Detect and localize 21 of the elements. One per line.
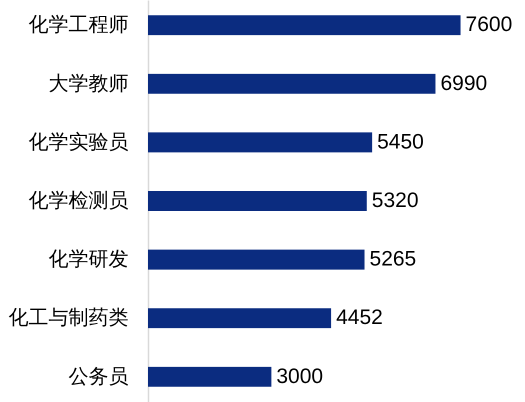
data-label: 5450	[377, 130, 424, 154]
y-tick-label: 化学实验员	[28, 129, 128, 154]
y-tick-label: 公务员	[68, 364, 128, 388]
data-label: 3000	[276, 364, 324, 388]
data-label: 6990	[440, 72, 488, 95]
y-tick-label: 化工与制药类	[8, 305, 128, 330]
bar	[148, 366, 272, 387]
y-tick-label: 大学教师	[48, 70, 128, 95]
y-tick-label: 化学研发	[48, 246, 128, 271]
y-tick-label: 化学工程师	[28, 12, 128, 36]
data-label: 7600	[466, 13, 512, 36]
bar	[148, 191, 367, 211]
bar	[148, 132, 372, 152]
bar	[148, 74, 436, 94]
data-label: 5320	[372, 189, 419, 212]
bar	[148, 250, 365, 270]
y-tick-label: 化学检测员	[28, 188, 128, 212]
data-label: 5265	[370, 248, 416, 271]
data-label: 4452	[336, 306, 383, 330]
bar	[148, 15, 461, 36]
bar	[148, 308, 332, 328]
